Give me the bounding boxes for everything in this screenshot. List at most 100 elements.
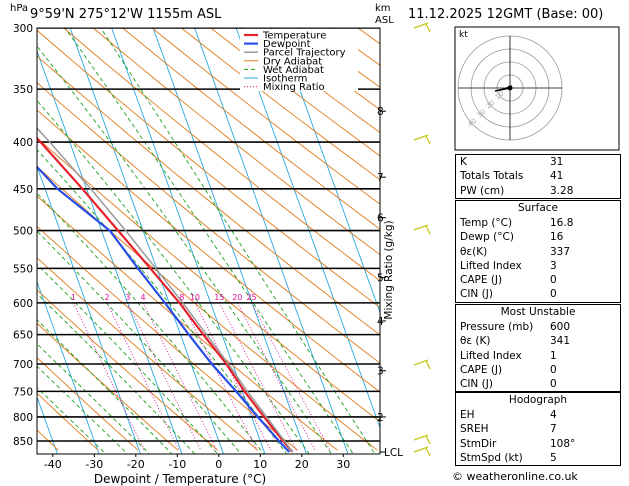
legend-label: Parcel Trajectory [263,48,346,59]
temperature-profile [37,136,294,453]
index-value: 4 [550,409,557,421]
mixing-ratio-line [181,302,258,451]
surface-box: Surface Temp (°C) 16.8 Dewp (°C) 16 θε(K) 3… [455,200,621,303]
index-value: 41 [550,170,564,183]
dry-adiabat-line [181,28,380,181]
x-axis-label: Dewpoint / Temperature (°C) [94,472,266,486]
x-tick-label: 0 [215,458,222,471]
parcel-trajectory-profile [37,127,294,453]
surface-row: CAPE (J) 0 [456,273,620,287]
dry-adiabat-line [37,392,99,451]
plot-frame [36,27,381,455]
index-value: 0 [550,363,557,376]
datetime-header: 11.12.2025 12GMT (Base: 00) [408,7,604,22]
index-label: StmSpd (kt) [460,451,523,464]
surface-row: θε(K) 337 [456,245,620,259]
hodograph-ring-label: 40 [466,117,478,129]
mu-row: Lifted Index 1 [456,349,620,363]
indices-top-box: K 31 Totals Totals 41 PW (cm) 3.28 [455,154,621,199]
dry-adiabat-line [37,137,380,423]
index-value: 337 [550,245,571,258]
mu-row: θε (K) 341 [456,334,620,348]
hpa-axis-label: hPa [10,3,29,14]
mixing-ratio-label: 15 [214,293,224,302]
pressure-tick-label: 800 [13,412,33,424]
isotherm-line [69,28,224,454]
mixing-ratio-line [236,302,316,451]
index-value: 1 [550,349,557,362]
asl-label-text: ASL [375,15,394,26]
index-value: 0 [550,274,557,287]
dry-adiabat-line [92,28,380,256]
index-label: CIN (J) [460,288,493,301]
hodograph-ring-label: 10 [494,90,506,102]
pressure-tick-label: 500 [13,226,33,238]
hodograph-frame [454,26,620,151]
x-tick-label: 10 [253,458,267,471]
pressure-tick-label: 600 [13,298,33,310]
pressure-tick-label: 300 [13,23,33,35]
index-label: θε(K) [460,245,488,258]
copyright-text: © weatheronline.co.uk [452,470,578,483]
mixing-ratio-label: 2 [104,293,109,302]
location-header: 9°59'N 275°12'W 1155m ASL [30,7,222,22]
pressure-tick-label: 750 [13,386,33,398]
surface-row: Lifted Index 3 [456,259,620,273]
index-label: Totals Totals [460,170,524,183]
wind-barb [413,434,431,445]
index-label: CIN (J) [460,378,493,391]
hodograph-index-title: Hodograph [508,394,568,406]
dry-adiabat-line [37,109,380,393]
x-tick-label: -30 [85,458,103,471]
wind-barb [413,359,431,370]
dry-adiabat-line [37,165,378,451]
pressure-tick-label: 450 [13,184,33,196]
mixing-ratio-label: 8 [179,293,184,302]
index-label: CAPE (J) [460,274,503,287]
km-tick-label: 4 [377,316,384,328]
index-label: PW (cm) [460,184,505,197]
mixing-ratio-line [106,302,180,451]
index-value: 31 [550,156,564,168]
index-value: 108° [550,437,576,450]
most-unstable-title: Most Unstable [500,306,576,318]
index-value: 0 [550,378,557,391]
index-value: 16 [550,231,564,244]
mu-row: CAPE (J) 0 [456,363,620,377]
surface-title: Surface [517,202,558,214]
legend-box [240,29,358,91]
isotherm-line [194,28,349,454]
index-label: θε (K) [460,335,491,348]
isotherm-line [37,165,141,454]
index-label: Lifted Index [460,259,522,272]
legend-label: Temperature [262,31,326,42]
pressure-tick-label: 700 [13,359,33,371]
km-axis-label: km ASL [375,3,394,27]
hodograph-kt-label: kt [459,30,468,40]
wind-barb [413,134,431,145]
dry-adiabat-line [37,82,380,364]
most-unstable-box: Most Unstable Pressure (mb) 600 θε (K) 341… [455,304,621,393]
dry-adiabat-line [210,28,380,157]
dry-adiabat-line [37,29,380,309]
km-tick-label: 3 [377,366,384,378]
x-tick-label: 30 [336,458,350,471]
index-row-k: K 31 [456,155,620,169]
mixing-ratio-label: 1 [71,293,76,302]
index-value: 0 [550,288,557,301]
isotherm-line [37,49,183,454]
index-value: 5 [550,451,557,464]
pressure-tick-label: 650 [13,330,33,342]
hodo-row: SREH 7 [456,422,620,436]
dry-adiabat-line [37,322,179,451]
hodograph-index-box: Hodograph EH 4 SREH 7 StmDir 108° StmSpd (k… [455,392,621,467]
wind-barb [413,446,431,457]
legend-label: Dry Adiabat [263,56,322,67]
mixing-ratio-line [142,302,218,451]
dry-adiabat-line [37,289,219,451]
index-row-totals: Totals Totals 41 [456,169,620,183]
km-label-text: km [375,3,391,14]
legend-label: Isotherm [263,74,307,85]
mixing-ratio-label: 10 [190,293,200,302]
